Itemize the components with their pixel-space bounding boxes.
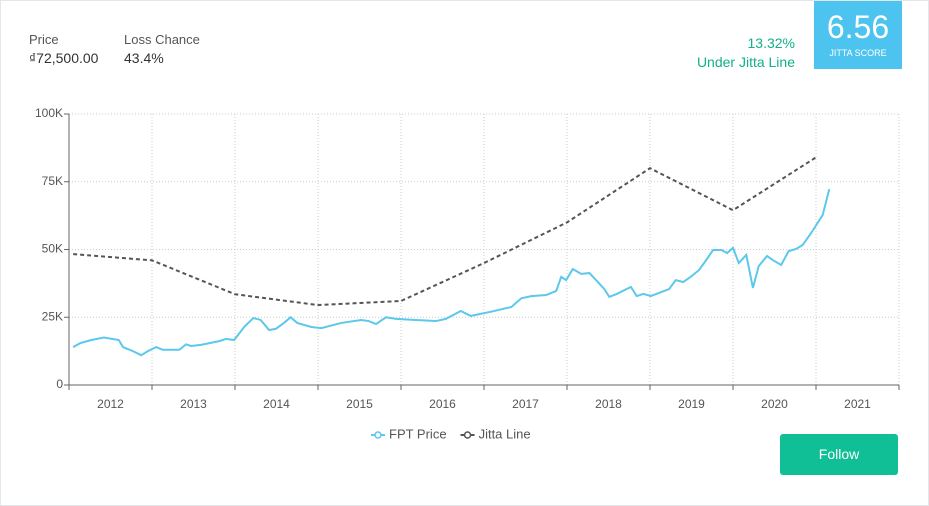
loss-chance: 43.4% xyxy=(124,50,164,66)
under-label: Under Jitta Line xyxy=(696,54,795,70)
legend-marker xyxy=(463,431,472,439)
under-value: 13.32% xyxy=(747,35,795,51)
series-line xyxy=(73,156,817,307)
x-tick-label: 2021 xyxy=(844,397,871,411)
x-tick-label: 2016 xyxy=(429,397,456,411)
series-line xyxy=(72,188,831,357)
x-tick-label: 2014 xyxy=(263,397,290,411)
x-tick-label: 2019 xyxy=(678,397,705,411)
score-label: JITTA SCORE xyxy=(829,48,887,58)
x-tick-label: 2012 xyxy=(97,397,124,411)
y-tick-label: 25K xyxy=(42,309,63,323)
x-tick-label: 2017 xyxy=(512,397,539,411)
x-tick-label: 2015 xyxy=(346,397,373,411)
y-tick-label: 100K xyxy=(35,106,63,120)
x-tick-label: 2013 xyxy=(180,397,207,411)
legend-marker xyxy=(374,431,382,439)
follow-button[interactable]: Follow xyxy=(780,434,898,475)
score-box: 6.56 JITTA SCORE xyxy=(814,1,902,69)
price-label: Price xyxy=(29,32,59,47)
price: ₫72,500.00 xyxy=(29,50,99,66)
score: 6.56 xyxy=(826,9,890,45)
y-tick-label: 50K xyxy=(42,242,63,256)
x-tick-label: 2020 xyxy=(761,397,788,411)
y-tick-label: 75K xyxy=(42,174,63,188)
y-tick-label: 0 xyxy=(56,377,63,391)
loss-label: Loss Chance xyxy=(124,32,200,47)
x-tick-label: 2018 xyxy=(595,397,622,411)
legend-label: Jitta Line xyxy=(479,426,531,441)
legend-label: FPT Price xyxy=(389,426,447,441)
